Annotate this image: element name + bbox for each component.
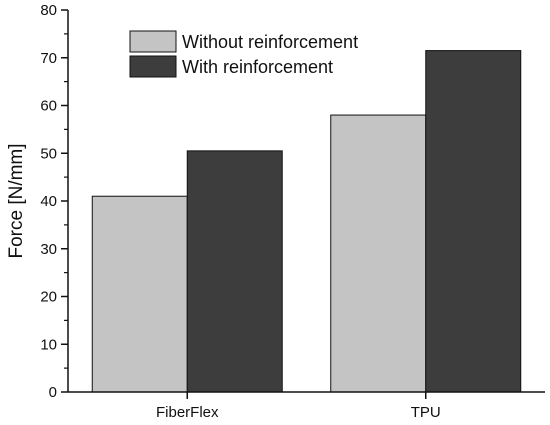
legend-label-2: With reinforcement bbox=[182, 57, 333, 77]
y-ticks-group: 0 10 20 30 40 50 60 70 80 bbox=[40, 2, 68, 401]
y-tick-label: 30 bbox=[40, 241, 57, 258]
y-tick-label: 50 bbox=[40, 145, 57, 162]
y-tick-label: 10 bbox=[40, 336, 57, 353]
bar-tpu-series-2 bbox=[425, 50, 522, 393]
bar-fiberflex-series-1 bbox=[91, 195, 188, 393]
x-tick-label: FiberFlex bbox=[156, 404, 219, 421]
bars-group bbox=[91, 50, 522, 393]
y-tick-label: 20 bbox=[40, 289, 57, 306]
y-axis-title: Force [N/mm] bbox=[6, 143, 27, 258]
legend: Without reinforcement With reinforcement bbox=[129, 30, 358, 78]
bar-tpu-series-1 bbox=[330, 114, 427, 393]
y-tick-label: 80 bbox=[40, 2, 57, 19]
y-tick-label: 40 bbox=[40, 193, 57, 210]
y-tick-label: 70 bbox=[40, 50, 57, 67]
legend-label-1: Without reinforcement bbox=[182, 32, 358, 52]
bar-fiberflex-series-2 bbox=[186, 150, 283, 393]
legend-swatch-2 bbox=[129, 55, 177, 78]
y-tick-label: 0 bbox=[49, 384, 57, 401]
x-tick-label: TPU bbox=[411, 404, 441, 421]
legend-swatch-1 bbox=[129, 30, 177, 53]
y-tick-label: 60 bbox=[40, 98, 57, 115]
x-ticks-group: FiberFlex TPU bbox=[156, 392, 441, 421]
